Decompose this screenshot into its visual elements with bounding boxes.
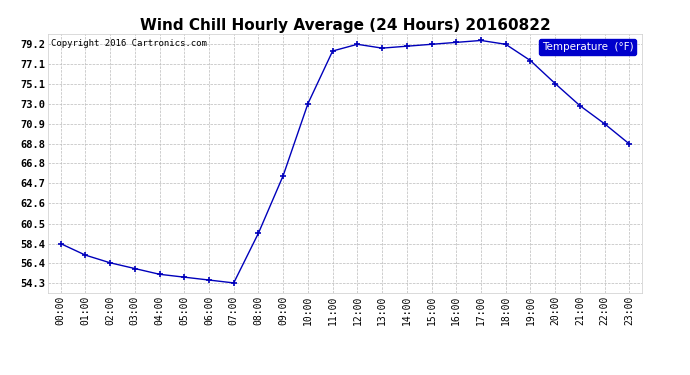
- Temperature  (°F): [130, 266, 139, 271]
- Temperature  (°F): [526, 58, 535, 63]
- Temperature  (°F): [477, 38, 485, 43]
- Text: Copyright 2016 Cartronics.com: Copyright 2016 Cartronics.com: [51, 39, 207, 48]
- Temperature  (°F): [155, 272, 164, 276]
- Temperature  (°F): [279, 173, 287, 178]
- Temperature  (°F): [57, 242, 65, 246]
- Line: Temperature  (°F): Temperature (°F): [57, 37, 633, 286]
- Temperature  (°F): [205, 278, 213, 282]
- Temperature  (°F): [180, 275, 188, 279]
- Title: Wind Chill Hourly Average (24 Hours) 20160822: Wind Chill Hourly Average (24 Hours) 201…: [139, 18, 551, 33]
- Temperature  (°F): [328, 49, 337, 53]
- Temperature  (°F): [230, 280, 238, 285]
- Temperature  (°F): [600, 122, 609, 126]
- Temperature  (°F): [255, 231, 263, 236]
- Temperature  (°F): [304, 102, 312, 106]
- Temperature  (°F): [625, 142, 633, 146]
- Legend: Temperature  (°F): Temperature (°F): [539, 39, 636, 55]
- Temperature  (°F): [502, 42, 510, 46]
- Temperature  (°F): [353, 42, 362, 46]
- Temperature  (°F): [452, 40, 460, 45]
- Temperature  (°F): [378, 46, 386, 50]
- Temperature  (°F): [403, 44, 411, 48]
- Temperature  (°F): [551, 81, 560, 86]
- Temperature  (°F): [81, 253, 90, 257]
- Temperature  (°F): [427, 42, 435, 46]
- Temperature  (°F): [106, 261, 115, 265]
- Temperature  (°F): [575, 104, 584, 108]
